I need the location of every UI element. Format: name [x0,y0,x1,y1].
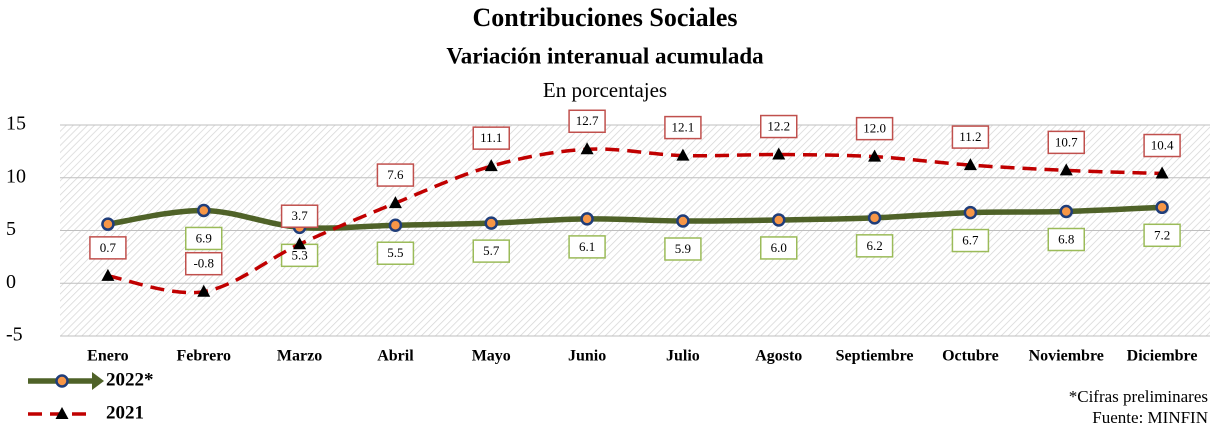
point [676,214,690,228]
x-tick-label: Abril [377,348,414,365]
value-label-box [664,115,702,140]
x-tick-label: Enero [87,348,128,365]
y-tick-label: 0 [6,271,16,293]
value-label-box [855,234,894,258]
value-label-box [376,241,415,265]
value-label: 6.7 [962,233,979,248]
legend-label: 2021 [106,402,144,423]
point [197,203,211,218]
point [197,284,211,297]
value-label-box [89,236,127,260]
value-label: 12.1 [672,120,695,135]
value-label-box [760,236,798,260]
chart-title: Contribuciones Sociales [472,3,737,32]
value-label: 6.1 [579,239,595,254]
value-label-box [1143,223,1181,248]
x-tick-label: Mayo [472,348,511,365]
point [963,205,978,220]
point [772,147,786,160]
x-tick-label: Marzo [277,348,322,365]
value-label: 5.9 [675,241,691,256]
x-tick-label: Septiembre [836,348,914,365]
point [388,218,403,232]
point [388,196,402,209]
y-tick-label: 15 [6,113,26,135]
point [867,211,882,225]
point [1059,204,1073,219]
point [676,148,690,161]
point [772,213,786,227]
x-tick-label: Noviembre [1029,348,1104,365]
value-label: 10.4 [1151,138,1174,153]
point [484,159,498,172]
value-label-box [855,116,894,141]
value-label-box [1143,133,1181,158]
value-label: 12.2 [767,119,790,134]
value-label-box [280,204,319,228]
point [963,158,977,171]
value-label: 6.2 [866,238,882,253]
value-label-box [951,125,990,149]
value-label-box [568,235,606,259]
point [1155,166,1169,179]
value-label: 11.1 [480,130,502,145]
x-tick-label: Junio [568,348,606,365]
point [293,237,307,250]
value-label-box [472,126,510,150]
value-label-box [1047,130,1085,155]
point [868,149,882,162]
note: Fuente: MINFIN [1092,408,1208,427]
point [101,217,115,231]
x-tick-label: Octubre [942,348,999,365]
y-tick-label: 10 [6,165,26,187]
value-label-box [568,109,606,134]
point [580,142,594,155]
x-tick-label: Julio [666,348,700,365]
legend-label: 2022* [106,369,154,390]
point [1155,200,1169,215]
value-label: 5.5 [387,245,403,260]
y-tick-label: -5 [6,324,23,346]
legend-arrow [92,372,104,390]
value-label: 7.6 [387,167,404,182]
point [484,216,498,230]
point [101,268,115,281]
value-label-box [185,226,223,251]
value-label-box [185,251,223,276]
value-label: 12.7 [576,113,599,128]
value-label-box [472,239,510,263]
value-label: 0.7 [100,240,117,255]
value-label-box [664,237,702,261]
legend-marker [55,407,69,419]
value-label: 6.9 [196,230,212,245]
value-label: 11.2 [959,129,981,144]
point [580,212,594,226]
value-label-box [760,114,798,139]
x-tick-label: Agosto [755,348,802,365]
value-label: 6.0 [771,240,787,255]
value-label-box [376,163,415,187]
value-label-box [951,228,990,253]
value-label: 10.7 [1055,134,1078,149]
legend-marker [55,374,69,388]
value-label: -0.8 [193,256,214,271]
value-label: 5.3 [291,247,307,262]
x-tick-label: Diciembre [1127,348,1198,365]
chart-subtitle: Variación interanual acumulada [446,43,764,68]
value-label: 12.0 [863,121,886,136]
point [1059,163,1073,176]
value-label: 3.7 [291,208,308,223]
value-label-box [1047,227,1085,252]
value-label: 6.8 [1058,231,1074,246]
value-label: 5.7 [483,243,500,258]
y-tick-label: 5 [6,218,16,240]
x-tick-label: Febrero [177,348,232,365]
note: *Cifras preliminares [1069,387,1208,406]
value-label: 7.2 [1154,227,1170,242]
unit-note: En porcentajes [543,78,667,102]
